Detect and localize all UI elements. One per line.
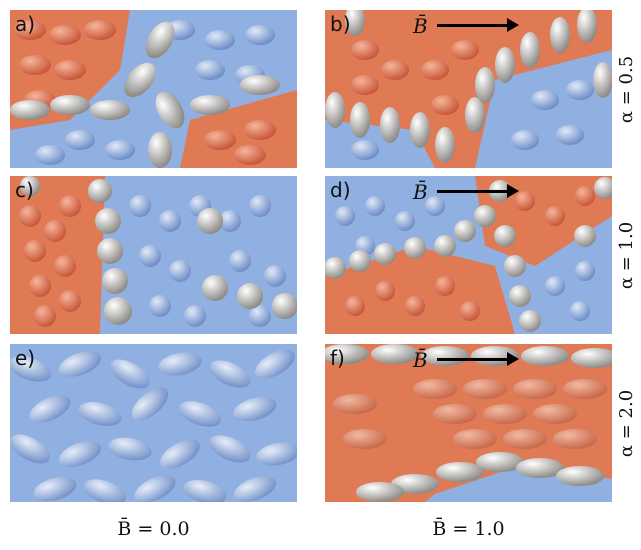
- simulation-image-e: [10, 344, 297, 502]
- panel-b: b) B̄: [325, 10, 612, 168]
- field-direction: B̄: [413, 14, 523, 40]
- arrow-right-icon: [437, 352, 519, 366]
- panel-e: e): [10, 344, 297, 502]
- simulation-image-a: [10, 10, 297, 168]
- field-symbol: B̄: [413, 180, 428, 204]
- panel-d: d) B̄: [325, 176, 612, 334]
- panel-a: a): [10, 10, 297, 168]
- panel-f: f) B̄: [325, 344, 612, 502]
- panel-c: c): [10, 176, 297, 334]
- simulation-image-f: [325, 344, 612, 502]
- arrow-right-icon: [437, 18, 519, 32]
- column-label-2: B̄ = 1.0: [432, 518, 505, 540]
- row-label-text: α = 2.0: [616, 389, 637, 457]
- simulation-image-c: [10, 176, 297, 334]
- row-label-1: α = 0.5: [612, 10, 641, 168]
- column-label-1: B̄ = 0.0: [117, 518, 190, 540]
- panel-label: a): [15, 12, 36, 36]
- panel-label: d): [330, 178, 351, 202]
- field-symbol: B̄: [413, 348, 428, 372]
- row-label-text: α = 1.0: [616, 221, 637, 289]
- field-direction: B̄: [413, 180, 523, 206]
- row-label-2: α = 1.0: [612, 176, 641, 334]
- simulation-image-d: [325, 176, 612, 334]
- field-direction: B̄: [413, 348, 523, 374]
- panel-label: e): [15, 346, 36, 370]
- arrow-right-icon: [437, 184, 519, 198]
- panel-label: b): [330, 12, 351, 36]
- row-label-3: α = 2.0: [612, 344, 641, 502]
- field-symbol: B̄: [413, 14, 428, 38]
- panel-label: f): [330, 346, 345, 370]
- panel-label: c): [15, 178, 34, 202]
- row-label-text: α = 0.5: [616, 55, 637, 123]
- simulation-image-b: [325, 10, 612, 168]
